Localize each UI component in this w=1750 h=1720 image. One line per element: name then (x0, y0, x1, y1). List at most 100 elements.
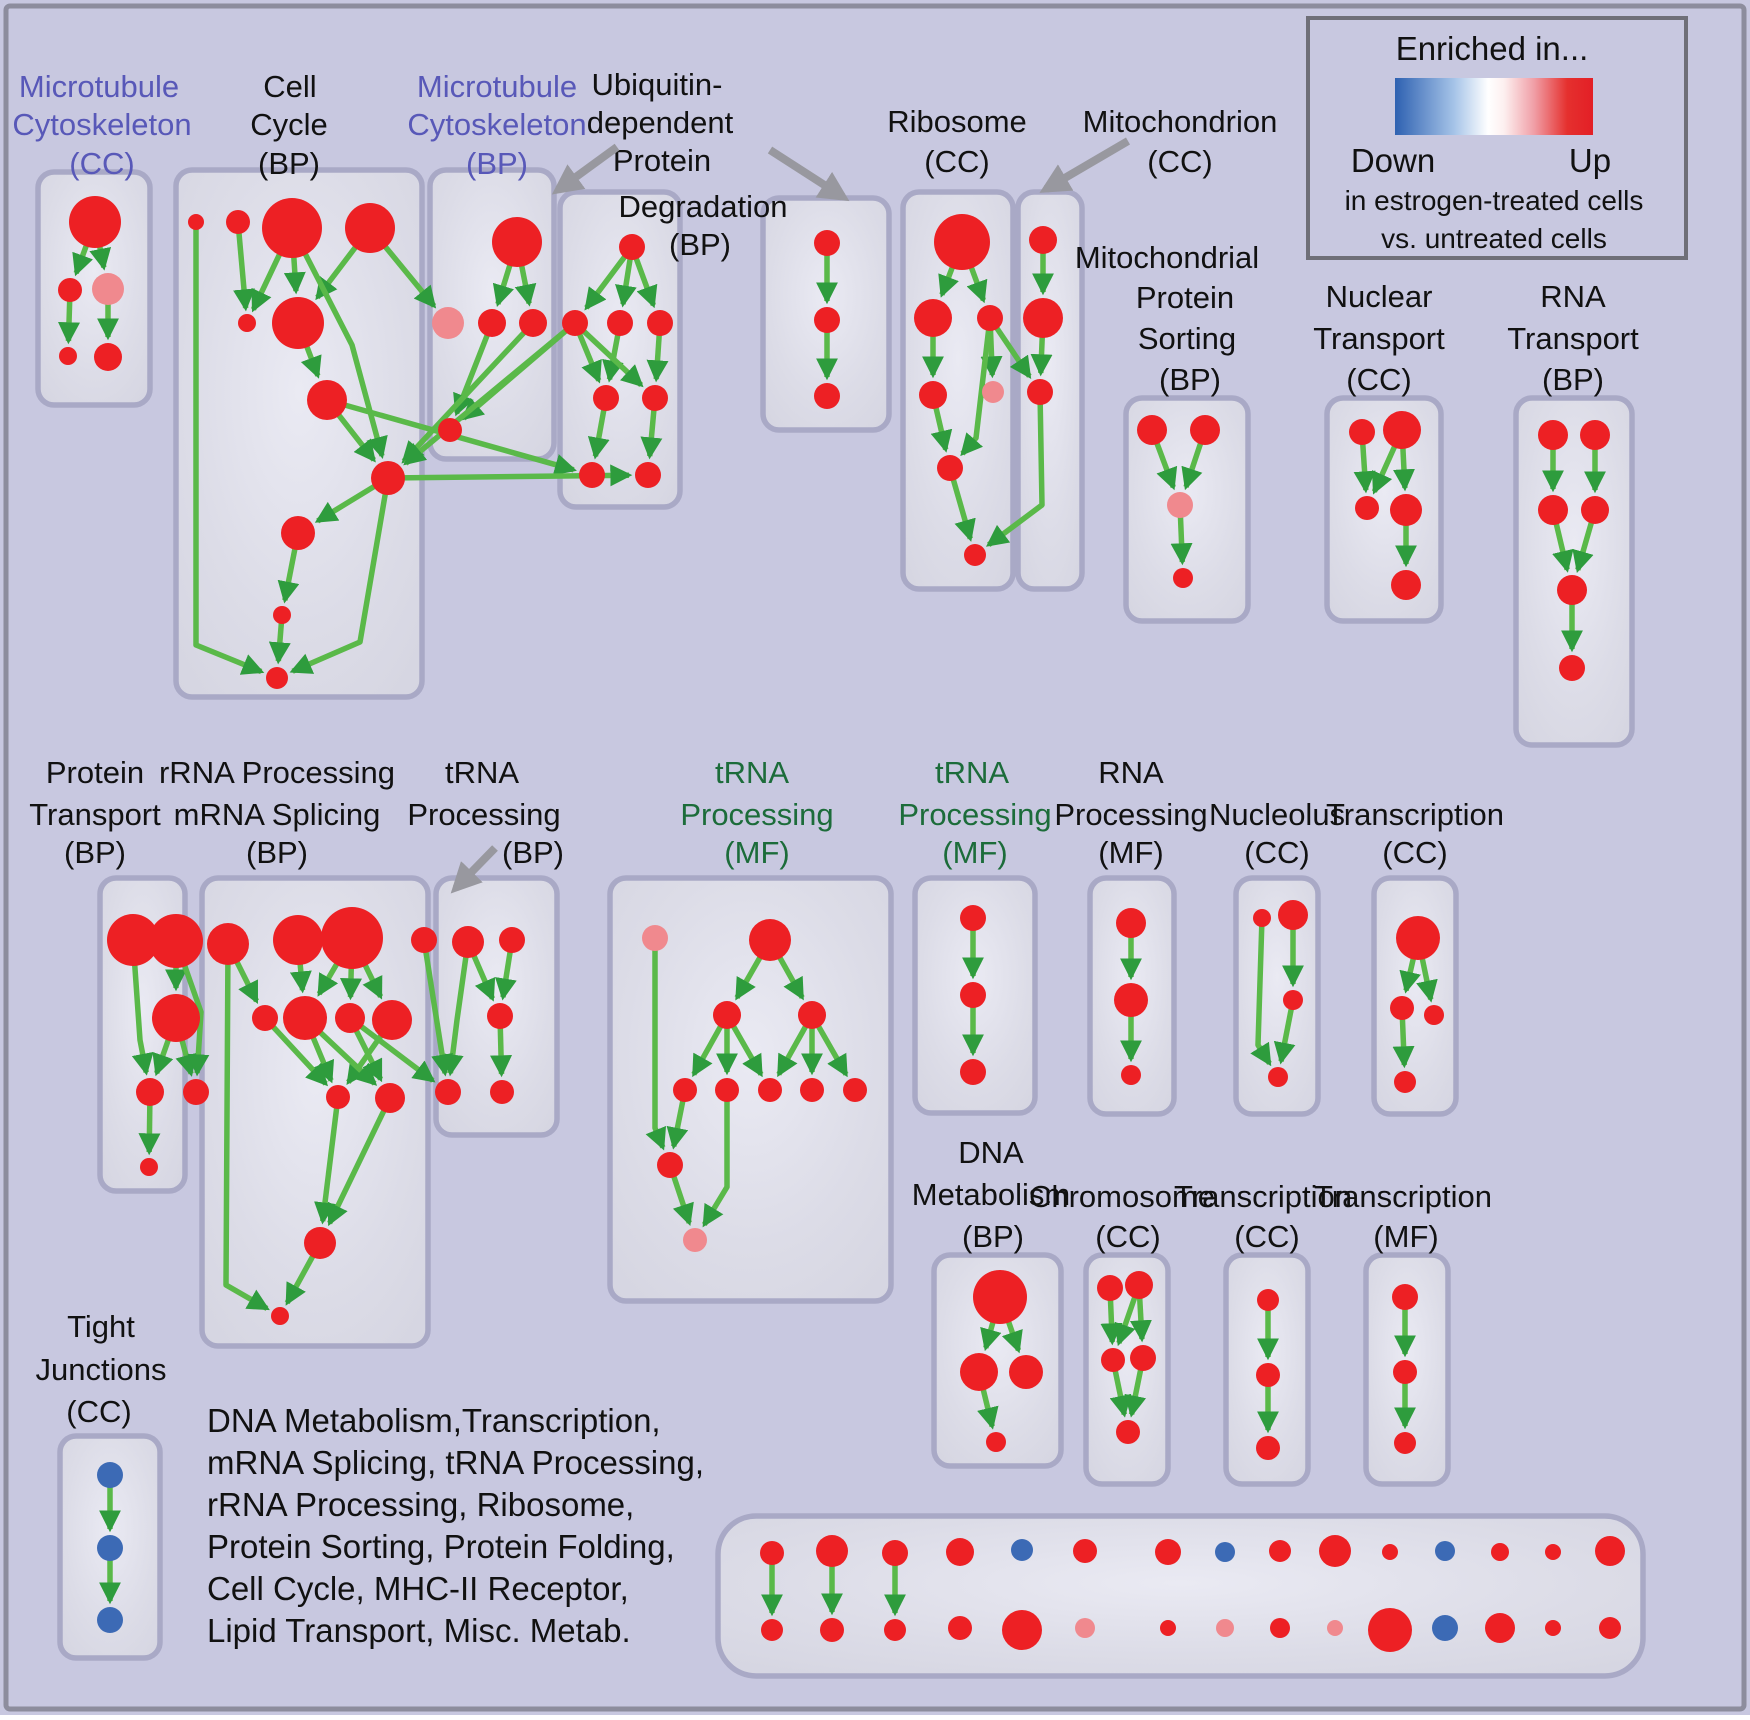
bottom-misc-net-node-11 (1075, 1618, 1095, 1638)
label-cell-cycle-label-line-2: (BP) (258, 146, 320, 181)
rrna-trna-node-7 (372, 1000, 412, 1040)
bottom-misc-net-node-4 (882, 1540, 908, 1566)
mt-cc-net-node-4 (94, 343, 122, 371)
annotation-arrow-1 (767, 146, 850, 202)
mt-cc-net-node-0 (69, 196, 121, 248)
rrna-trna-node-6 (335, 1003, 365, 1033)
trna-mf-big-net-node-10 (683, 1228, 707, 1252)
rrna-trna-edge-11 (314, 1096, 341, 1225)
cc-complex-node-21 (642, 385, 668, 411)
figure-frame (3, 3, 1747, 1712)
dna-metab-net-node-2 (1009, 1355, 1043, 1389)
rrna-trna-node-14 (487, 1003, 513, 1029)
cc-complex-node-0 (188, 214, 204, 230)
cc-complex-node-11 (492, 217, 542, 267)
rna-transport-net-node-4 (1557, 575, 1587, 605)
ribosome-mito-node-2 (977, 305, 1003, 331)
label-rna-proc-mf-label-line-0: RNA (1098, 755, 1164, 790)
bottom-misc-net-node-9 (1002, 1610, 1042, 1650)
protein-transport-net-node-3 (136, 1078, 164, 1106)
rna-transport-net-node-1 (1580, 420, 1610, 450)
label-mt-cc-label-line-0: Microtubule (19, 69, 179, 104)
legend-box (1306, 16, 1688, 260)
bottom-misc-net-node-13 (1160, 1620, 1176, 1636)
rrna-trna-edge-1 (223, 943, 270, 1311)
cc-complex-node-22 (579, 462, 605, 488)
label-nuclear-transport-label-line-1: Transport (1313, 321, 1445, 356)
bottom-misc-net-node-0 (760, 1541, 784, 1565)
rrna-trna-node-15 (435, 1079, 461, 1105)
label-trna-mf-1-label-line-0: tRNA (715, 755, 789, 790)
bottom-misc-net-node-24 (1491, 1543, 1509, 1561)
label-ubiquitin-label-line-3: Degradation (619, 189, 788, 224)
label-mito-sorting-label-line-0: Mitochondrial (1075, 240, 1259, 275)
legend-subtitle-2: vs. untreated cells (1381, 223, 1607, 254)
label-nucleolus-label-line-1: (CC) (1244, 835, 1309, 870)
bottom-misc-net-node-10 (1073, 1539, 1097, 1563)
label-mito-sorting-label-line-1: Protein (1136, 280, 1234, 315)
label-trna-mf-2-label-line-1: Processing (898, 797, 1051, 832)
label-trna-mf-2-label-line-0: tRNA (935, 755, 1009, 790)
cc-complex-node-19 (647, 310, 673, 336)
rna-transport-net-node-2 (1538, 495, 1568, 525)
trna-mf-small-net-node-2 (960, 1059, 986, 1085)
label-dna-metab-label-line-0: DNA (958, 1135, 1024, 1170)
mt-cc-net-node-2 (92, 273, 124, 305)
rrna-trna-node-8 (326, 1085, 350, 1109)
dna-metab-net-node-1 (960, 1353, 998, 1391)
bottom-misc-net-node-14 (1215, 1542, 1235, 1562)
bottom-misc-net-node-7 (948, 1616, 972, 1640)
nuclear-transport-net-node-4 (1391, 570, 1421, 600)
rrna-trna-node-16 (490, 1080, 514, 1104)
rna-proc-mf-net-node-1 (1114, 983, 1148, 1017)
box-rna-transport (1513, 395, 1635, 748)
transcription-cc-bot-net-node-1 (1256, 1363, 1280, 1387)
bottom-misc-net-node-16 (1269, 1540, 1291, 1562)
cc-complex-node-8 (281, 516, 315, 550)
cc-complex-node-5 (272, 297, 324, 349)
transcription-cc-mid-net-node-1 (1390, 996, 1414, 1020)
cc-complex-node-13 (478, 309, 506, 337)
chromosome-net-node-2 (1101, 1348, 1125, 1372)
rrna-trna-edge-12 (327, 1096, 393, 1227)
label-mitochondrion-label-line-0: Mitochondrion (1083, 104, 1278, 139)
protein-transport-net-node-2 (152, 994, 200, 1042)
label-mt-bp-label-line-0: Microtubule (417, 69, 577, 104)
label-tight-junctions-label-line-1: Junctions (36, 1352, 167, 1387)
transcription-mf-net-node-2 (1394, 1432, 1416, 1454)
ribosome-mito-edge-5 (960, 317, 993, 457)
rrna-trna-node-4 (252, 1005, 278, 1031)
protein-transport-net-node-0 (107, 914, 159, 966)
cc-complex-node-10 (266, 667, 288, 689)
trna-mf-big-net-edge-11 (701, 1090, 730, 1228)
rna-transport-net-node-5 (1559, 655, 1585, 681)
label-transcription-cc-bot-label-line-1: (CC) (1234, 1219, 1299, 1254)
label-rna-transport-label-line-2: (BP) (1542, 362, 1604, 397)
rrna-trna-node-12 (452, 926, 484, 958)
trna-mf-big-net-node-5 (715, 1078, 739, 1102)
label-ribosome-label-line-0: Ribosome (887, 104, 1027, 139)
misc-note-line-2: rRNA Processing, Ribosome, (207, 1486, 634, 1523)
rrna-trna-edge-19 (348, 1015, 436, 1083)
annotation-arrow-2 (1039, 137, 1131, 193)
legend-up-label: Up (1569, 142, 1611, 179)
protein-transport-net-node-1 (149, 914, 203, 968)
rrna-trna-node-10 (304, 1227, 336, 1259)
nuclear-transport-net-node-1 (1383, 411, 1421, 449)
bottom-misc-net-node-21 (1368, 1608, 1412, 1652)
box-bottom-misc (715, 1513, 1646, 1679)
rrna-trna-node-3 (411, 927, 437, 953)
label-mt-cc-label-line-1: Cytoskeleton (12, 107, 191, 142)
cc-complex-edge-25 (403, 320, 577, 466)
cc-complex-node-23 (635, 462, 661, 488)
rrna-trna-node-5 (283, 996, 327, 1040)
transcription-mf-net-node-1 (1393, 1360, 1417, 1384)
label-cell-cycle-label-line-0: Cell (263, 69, 316, 104)
misc-note-line-4: Cell Cycle, MHC-II Receptor, (207, 1570, 629, 1607)
cc-complex-node-12 (432, 307, 464, 339)
label-rna-proc-mf-label-line-1: Processing (1054, 797, 1207, 832)
label-ubiquitin-label-line-2: Protein (613, 143, 711, 178)
label-ribosome-label-line-1: (CC) (924, 144, 989, 179)
nucleolus-net-node-0 (1253, 909, 1271, 927)
rrna-trna-node-13 (499, 927, 525, 953)
